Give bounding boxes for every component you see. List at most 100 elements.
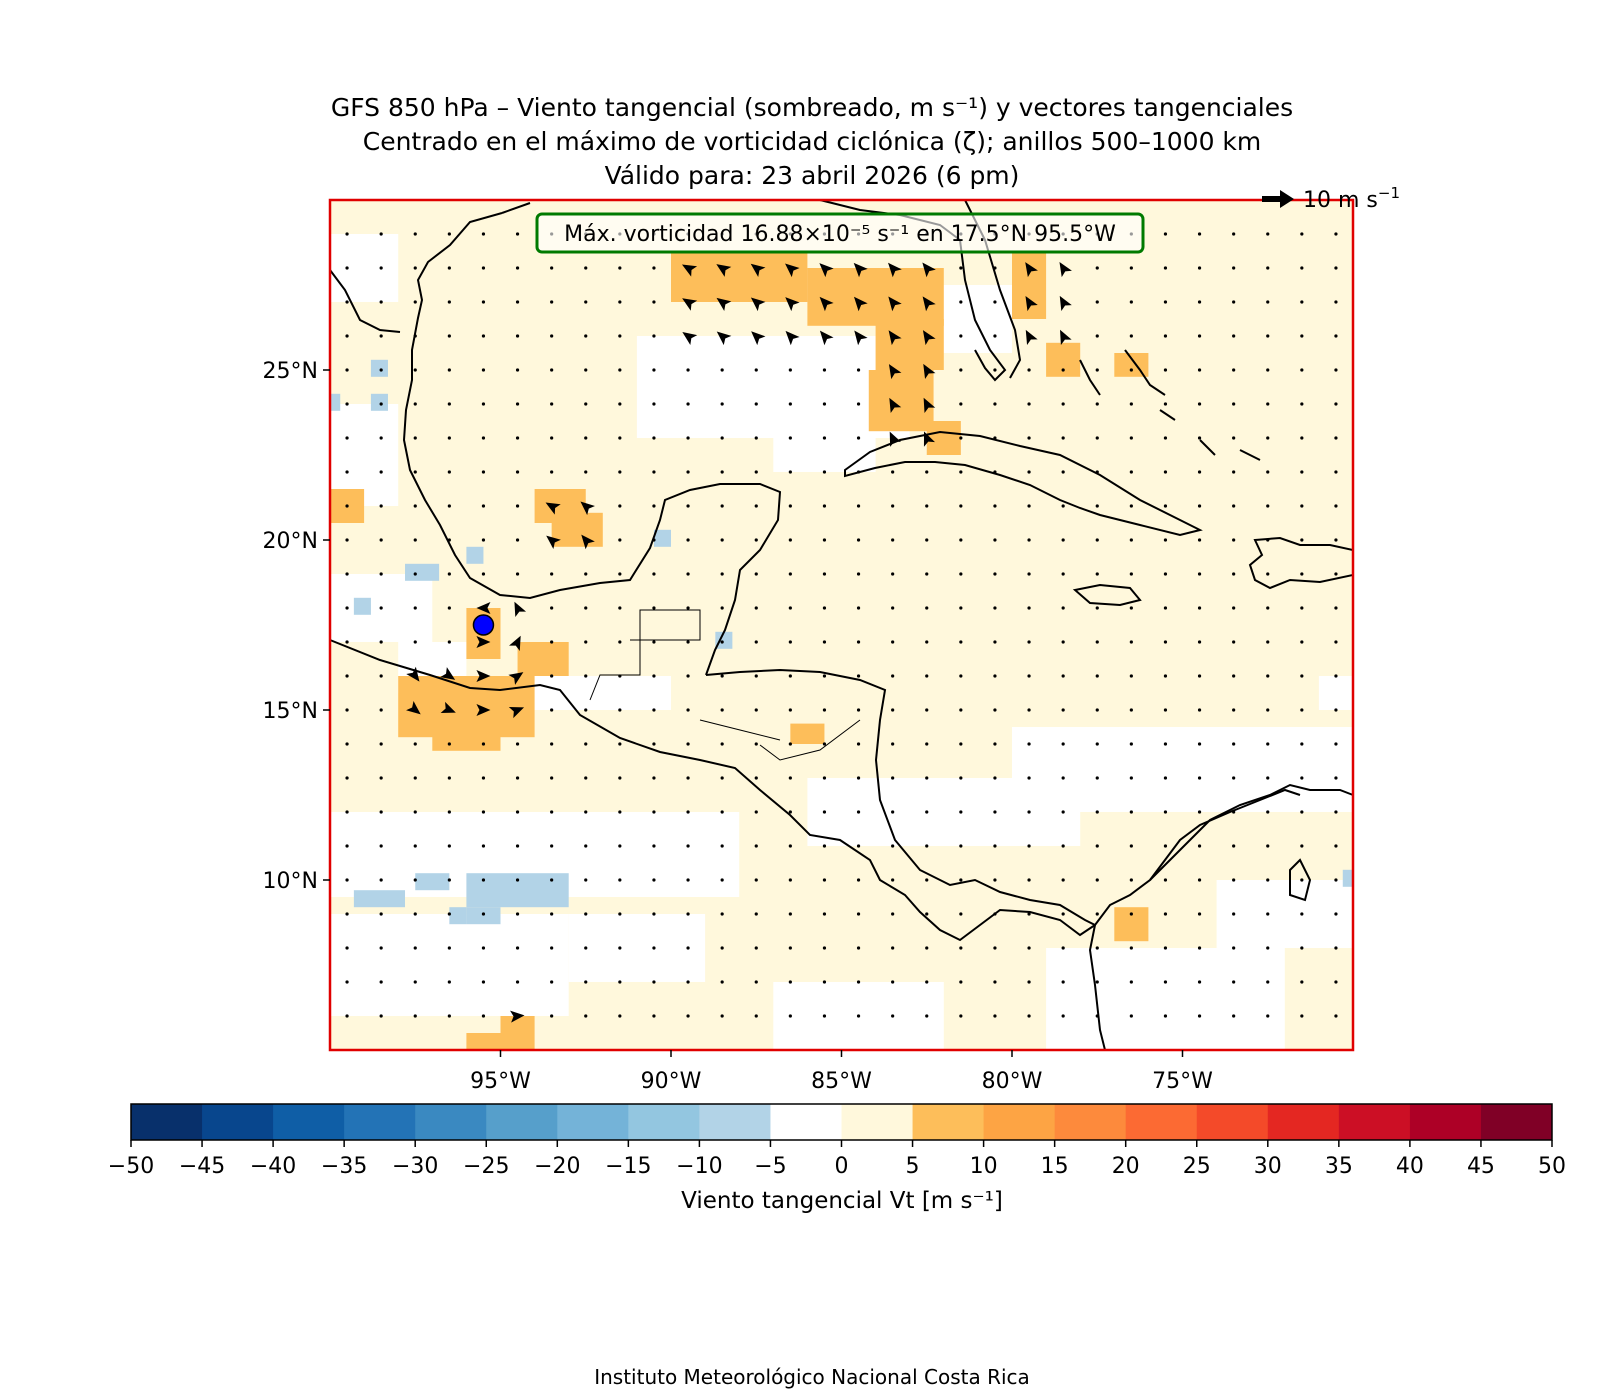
vector-dot <box>993 1014 997 1018</box>
colorbar-cell <box>202 1104 274 1140</box>
vector-dot <box>1197 844 1202 848</box>
vector-dot <box>1129 436 1133 440</box>
vector-dot <box>822 640 827 644</box>
vector-dot <box>1095 572 1099 576</box>
colorbar-cell <box>912 1104 985 1140</box>
colorbar-cell <box>486 1104 558 1140</box>
vector-dot <box>1300 606 1304 610</box>
shade-cell-positive <box>790 723 825 744</box>
vector-dot <box>379 232 383 236</box>
vector-dot <box>686 946 690 950</box>
vector-dot <box>1232 776 1236 780</box>
vector-dot <box>481 980 486 984</box>
vector-dot <box>891 674 895 678</box>
vector-dot <box>1163 402 1168 406</box>
vector-dot <box>993 606 997 610</box>
vector-dot <box>1197 334 1202 338</box>
vector-arrow <box>1025 262 1038 278</box>
vector-dot <box>1300 742 1304 746</box>
vector-dot <box>584 742 588 746</box>
vector-dot <box>993 640 997 644</box>
vector-dot <box>1232 1014 1236 1018</box>
vector-dot <box>481 538 486 542</box>
vector-dot <box>1061 878 1065 882</box>
shade-cell-neutral <box>1318 676 1353 710</box>
reference-vector-label: 10 m s−1 <box>1303 184 1400 213</box>
vector-dot <box>1163 1014 1168 1018</box>
vector-dot <box>1163 470 1168 474</box>
vector-dot <box>822 810 827 814</box>
vector-dot <box>515 436 520 440</box>
vector-dot <box>1027 708 1031 712</box>
vector-dot <box>788 708 792 712</box>
vector-dot <box>447 606 451 610</box>
vector-dot <box>891 844 895 848</box>
colorbar-tick-label: −5 <box>754 1154 786 1179</box>
vector-dot <box>686 640 690 644</box>
vector-dot <box>481 946 486 950</box>
shade-cell-negative <box>466 546 484 564</box>
vector-dot <box>1197 640 1202 644</box>
vector-arrow <box>476 670 491 682</box>
colorbar-cell <box>699 1104 771 1140</box>
reference-vector-key: 10 m s−1 <box>1262 184 1400 213</box>
coastline-gulf-mexico <box>402 212 782 676</box>
shade-cell-negative <box>330 393 341 411</box>
vector-dot <box>1197 300 1202 304</box>
vector-dot <box>1300 436 1304 440</box>
vector-dot <box>959 980 963 984</box>
vector-dot <box>515 844 520 848</box>
colorbar: −50 −45 −40 −35 −30 −25 −20 −15 −10 −5 0 5 10 15 20 25 3… <box>108 1103 1566 1214</box>
vector-dot <box>618 844 622 848</box>
vector-dot <box>1334 300 1338 304</box>
coastline-mexico-west <box>329 269 401 333</box>
vector-dot <box>686 742 690 746</box>
colorbar-cell <box>131 1104 203 1140</box>
vector-dot <box>754 878 758 882</box>
vector-dot <box>1027 538 1031 542</box>
vector-dot <box>1197 606 1202 610</box>
vector-dot <box>345 912 349 916</box>
vector-dot <box>1334 538 1338 542</box>
vector-dot <box>413 946 417 950</box>
vector-dot <box>1266 980 1270 984</box>
vector-arrow <box>750 263 766 278</box>
colorbar-ticks: −50 −45 −40 −35 −30 −25 −20 −15 −10 −5 0 5 10 15 20 25 3… <box>108 1140 1566 1179</box>
vector-dot <box>959 776 963 780</box>
vector-dot <box>1163 572 1168 576</box>
vector-dot <box>993 436 997 440</box>
vector-dot <box>515 810 520 814</box>
vector-arrow <box>545 502 561 515</box>
vector-dot <box>822 470 827 474</box>
vector-dot <box>993 708 997 712</box>
colorbar-cell <box>983 1104 1056 1140</box>
vector-dot <box>1266 1014 1270 1018</box>
vector-dot <box>1129 538 1133 542</box>
vector-dot <box>822 742 827 746</box>
vector-dot <box>959 368 963 372</box>
vector-dot <box>1163 334 1168 338</box>
vector-arrow <box>510 1010 525 1023</box>
vector-dot <box>413 810 417 814</box>
vector-dot <box>345 334 349 338</box>
vector-dot <box>652 708 656 712</box>
shade-cell-negative <box>715 631 733 649</box>
vector-dot <box>993 538 997 542</box>
vector-dot <box>788 674 792 678</box>
vector-dot <box>1129 572 1133 576</box>
vector-dot <box>515 946 520 950</box>
colorbar-tick-label: 40 <box>1396 1154 1424 1179</box>
vector-dot <box>1232 470 1236 474</box>
vector-dot <box>720 1014 724 1018</box>
vector-dot <box>1266 878 1270 882</box>
vector-arrow <box>476 602 491 614</box>
vector-dot <box>618 912 622 916</box>
vector-dot <box>345 606 349 610</box>
shade-cell-positive <box>868 370 934 432</box>
vector-dot <box>413 368 417 372</box>
vector-dot <box>959 334 963 338</box>
vector-dot <box>1129 300 1133 304</box>
vector-dot <box>822 912 827 916</box>
vector-dot <box>345 402 349 406</box>
vector-dot <box>618 640 622 644</box>
